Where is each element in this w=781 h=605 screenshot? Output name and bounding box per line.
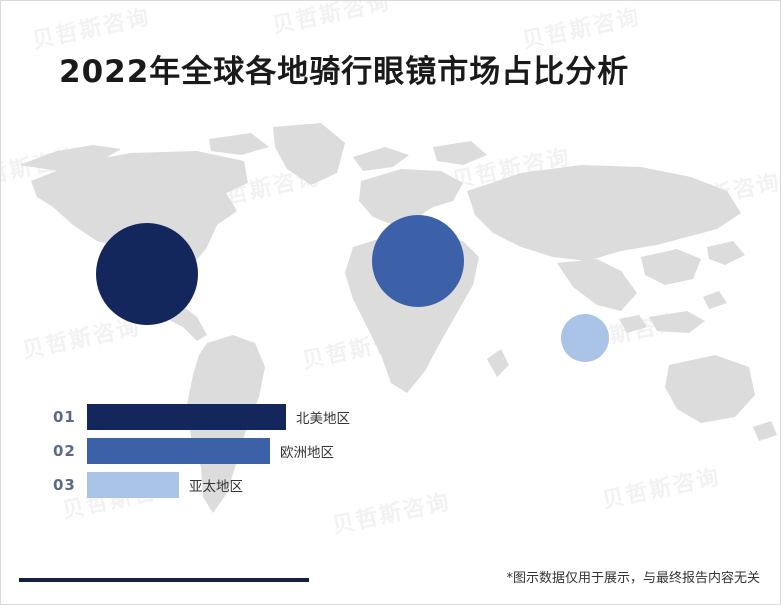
bubble-north-america	[96, 223, 198, 325]
legend-label: 北美地区	[296, 411, 350, 427]
watermark-text: 贝哲斯咨询	[660, 169, 780, 220]
watermark-text: 贝哲斯咨询	[300, 324, 423, 375]
rank-number: 03	[53, 476, 76, 494]
legend-label: 亚太地区	[189, 479, 243, 495]
list-item: 01 北美地区	[53, 404, 393, 430]
watermark-text: 贝哲斯咨询	[600, 464, 723, 515]
legend: 01 北美地区 02 欧洲地区 03 亚太地区	[53, 404, 393, 506]
watermark-text: 贝哲斯咨询	[270, 1, 393, 40]
legend-bar	[87, 472, 179, 498]
legend-bar	[87, 404, 286, 430]
page-title: 2022年全球各地骑行眼镜市场占比分析	[59, 54, 630, 90]
watermark-text: 贝哲斯咨询	[1, 144, 83, 195]
watermark-text: 贝哲斯咨询	[200, 164, 323, 215]
footer-divider	[19, 578, 309, 582]
footer-note: *图示数据仅用于展示，与最终报告内容无关	[506, 571, 760, 586]
watermark-text: 贝哲斯咨询	[450, 144, 573, 195]
bubble-europe	[372, 215, 464, 307]
legend-bar	[87, 438, 270, 464]
rank-number: 01	[53, 408, 76, 426]
rank-number: 02	[53, 442, 76, 460]
list-item: 02 欧洲地区	[53, 438, 393, 464]
legend-label: 欧洲地区	[280, 445, 334, 461]
bubble-asia-pacific	[561, 314, 609, 362]
list-item: 03 亚太地区	[53, 472, 393, 498]
